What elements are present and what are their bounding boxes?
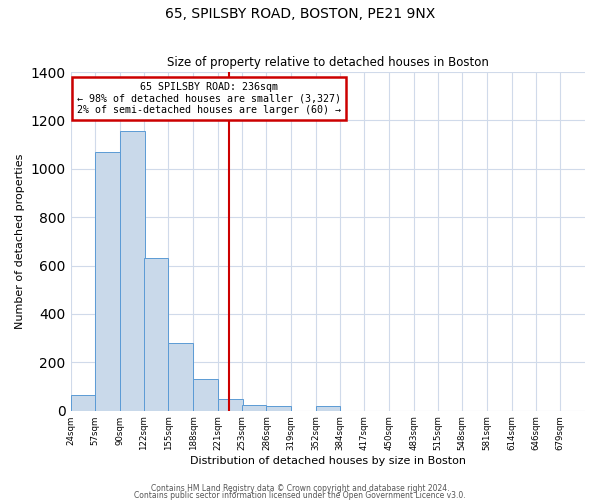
- Bar: [316, 406, 340, 410]
- Bar: [266, 406, 291, 410]
- Bar: [242, 404, 266, 410]
- Bar: [218, 398, 242, 410]
- X-axis label: Distribution of detached houses by size in Boston: Distribution of detached houses by size …: [190, 456, 466, 466]
- Text: 65 SPILSBY ROAD: 236sqm
← 98% of detached houses are smaller (3,327)
2% of semi-: 65 SPILSBY ROAD: 236sqm ← 98% of detache…: [77, 82, 341, 116]
- Title: Size of property relative to detached houses in Boston: Size of property relative to detached ho…: [167, 56, 489, 70]
- Bar: [193, 380, 218, 410]
- Bar: [120, 132, 145, 410]
- Bar: [144, 258, 169, 410]
- Bar: [71, 395, 95, 410]
- Bar: [169, 343, 193, 410]
- Text: 65, SPILSBY ROAD, BOSTON, PE21 9NX: 65, SPILSBY ROAD, BOSTON, PE21 9NX: [165, 8, 435, 22]
- Text: Contains public sector information licensed under the Open Government Licence v3: Contains public sector information licen…: [134, 491, 466, 500]
- Text: Contains HM Land Registry data © Crown copyright and database right 2024.: Contains HM Land Registry data © Crown c…: [151, 484, 449, 493]
- Bar: [95, 152, 120, 410]
- Y-axis label: Number of detached properties: Number of detached properties: [15, 154, 25, 329]
